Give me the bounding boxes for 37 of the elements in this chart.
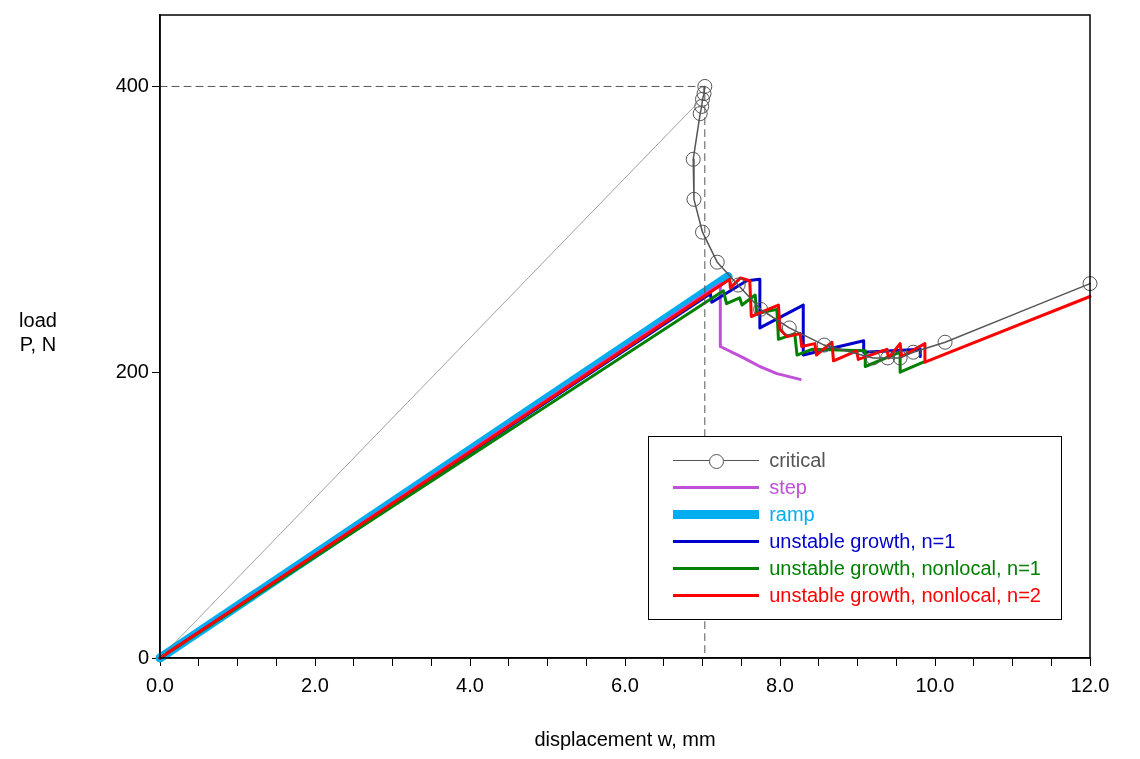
x-tick-label: 0.0 [146,673,174,696]
y-tick-label: 0 [137,645,149,668]
point [880,350,896,366]
point [892,350,908,366]
legend-label: unstable growth, n=1 [769,530,956,553]
point [697,78,713,94]
x-axis-title: displacement w, mm [533,728,717,751]
point [696,86,712,102]
legend-label: unstable growth, nonlocal, n=2 [769,584,1041,607]
x-tick-label: 10.0 [915,673,955,696]
legend-label: ramp [769,503,815,526]
y-tick-label: 400 [115,73,149,96]
legend-label: step [769,476,807,499]
point [692,106,708,122]
x-tick-label: 8.0 [766,673,794,696]
x-tick-label: 4.0 [456,673,484,696]
point [686,191,702,207]
point [685,151,701,167]
y-tick-label: 200 [115,359,149,382]
legend-label: unstable growth, nonlocal, n=1 [769,557,1041,580]
x-tick-label: 6.0 [611,673,639,696]
point [753,301,769,317]
point [865,350,881,366]
point [694,98,710,114]
point [781,320,797,336]
point [816,337,832,353]
point [905,344,921,360]
x-tick-label: 2.0 [301,673,329,696]
point [937,334,953,350]
point [1082,276,1098,292]
y-axis-title: load P, N [18,308,58,356]
point [730,277,746,293]
x-tick-label: 12.0 [1070,673,1110,696]
point [695,224,710,240]
legend-label: critical [769,449,826,472]
point [709,254,725,270]
point [695,91,710,107]
